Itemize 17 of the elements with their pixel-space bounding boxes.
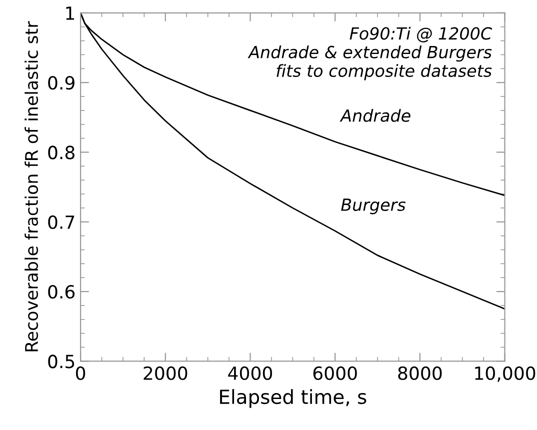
- x-tick-label: 4000: [228, 366, 272, 380]
- x-tick-label: 10,000: [475, 366, 536, 382]
- y-axis-title: Recoverable fraction fR of inelastic str: [24, 21, 38, 352]
- y-tick-label: 0.9: [48, 76, 74, 90]
- annotation: Fo90:Ti @ 1200C Andrade & extended Burgers fits to composite datasets: [248, 26, 492, 80]
- series-label: Burgers: [341, 198, 406, 214]
- y-tick-label: 0.5: [48, 354, 74, 368]
- y-tick-label: 0.6: [48, 285, 75, 299]
- x-tick-label: 0: [76, 366, 86, 380]
- x-tick-label: 6000: [313, 366, 357, 380]
- x-tick-label: 2000: [144, 366, 188, 380]
- x-tick-label: 8000: [398, 366, 442, 380]
- y-tick-label: 0.8: [48, 146, 74, 160]
- y-tick-label: 1: [66, 6, 74, 20]
- x-axis-title: Elapsed time, s: [220, 389, 366, 408]
- y-tick-label: 0.7: [48, 215, 74, 229]
- series-label: Andrade: [340, 108, 410, 122]
